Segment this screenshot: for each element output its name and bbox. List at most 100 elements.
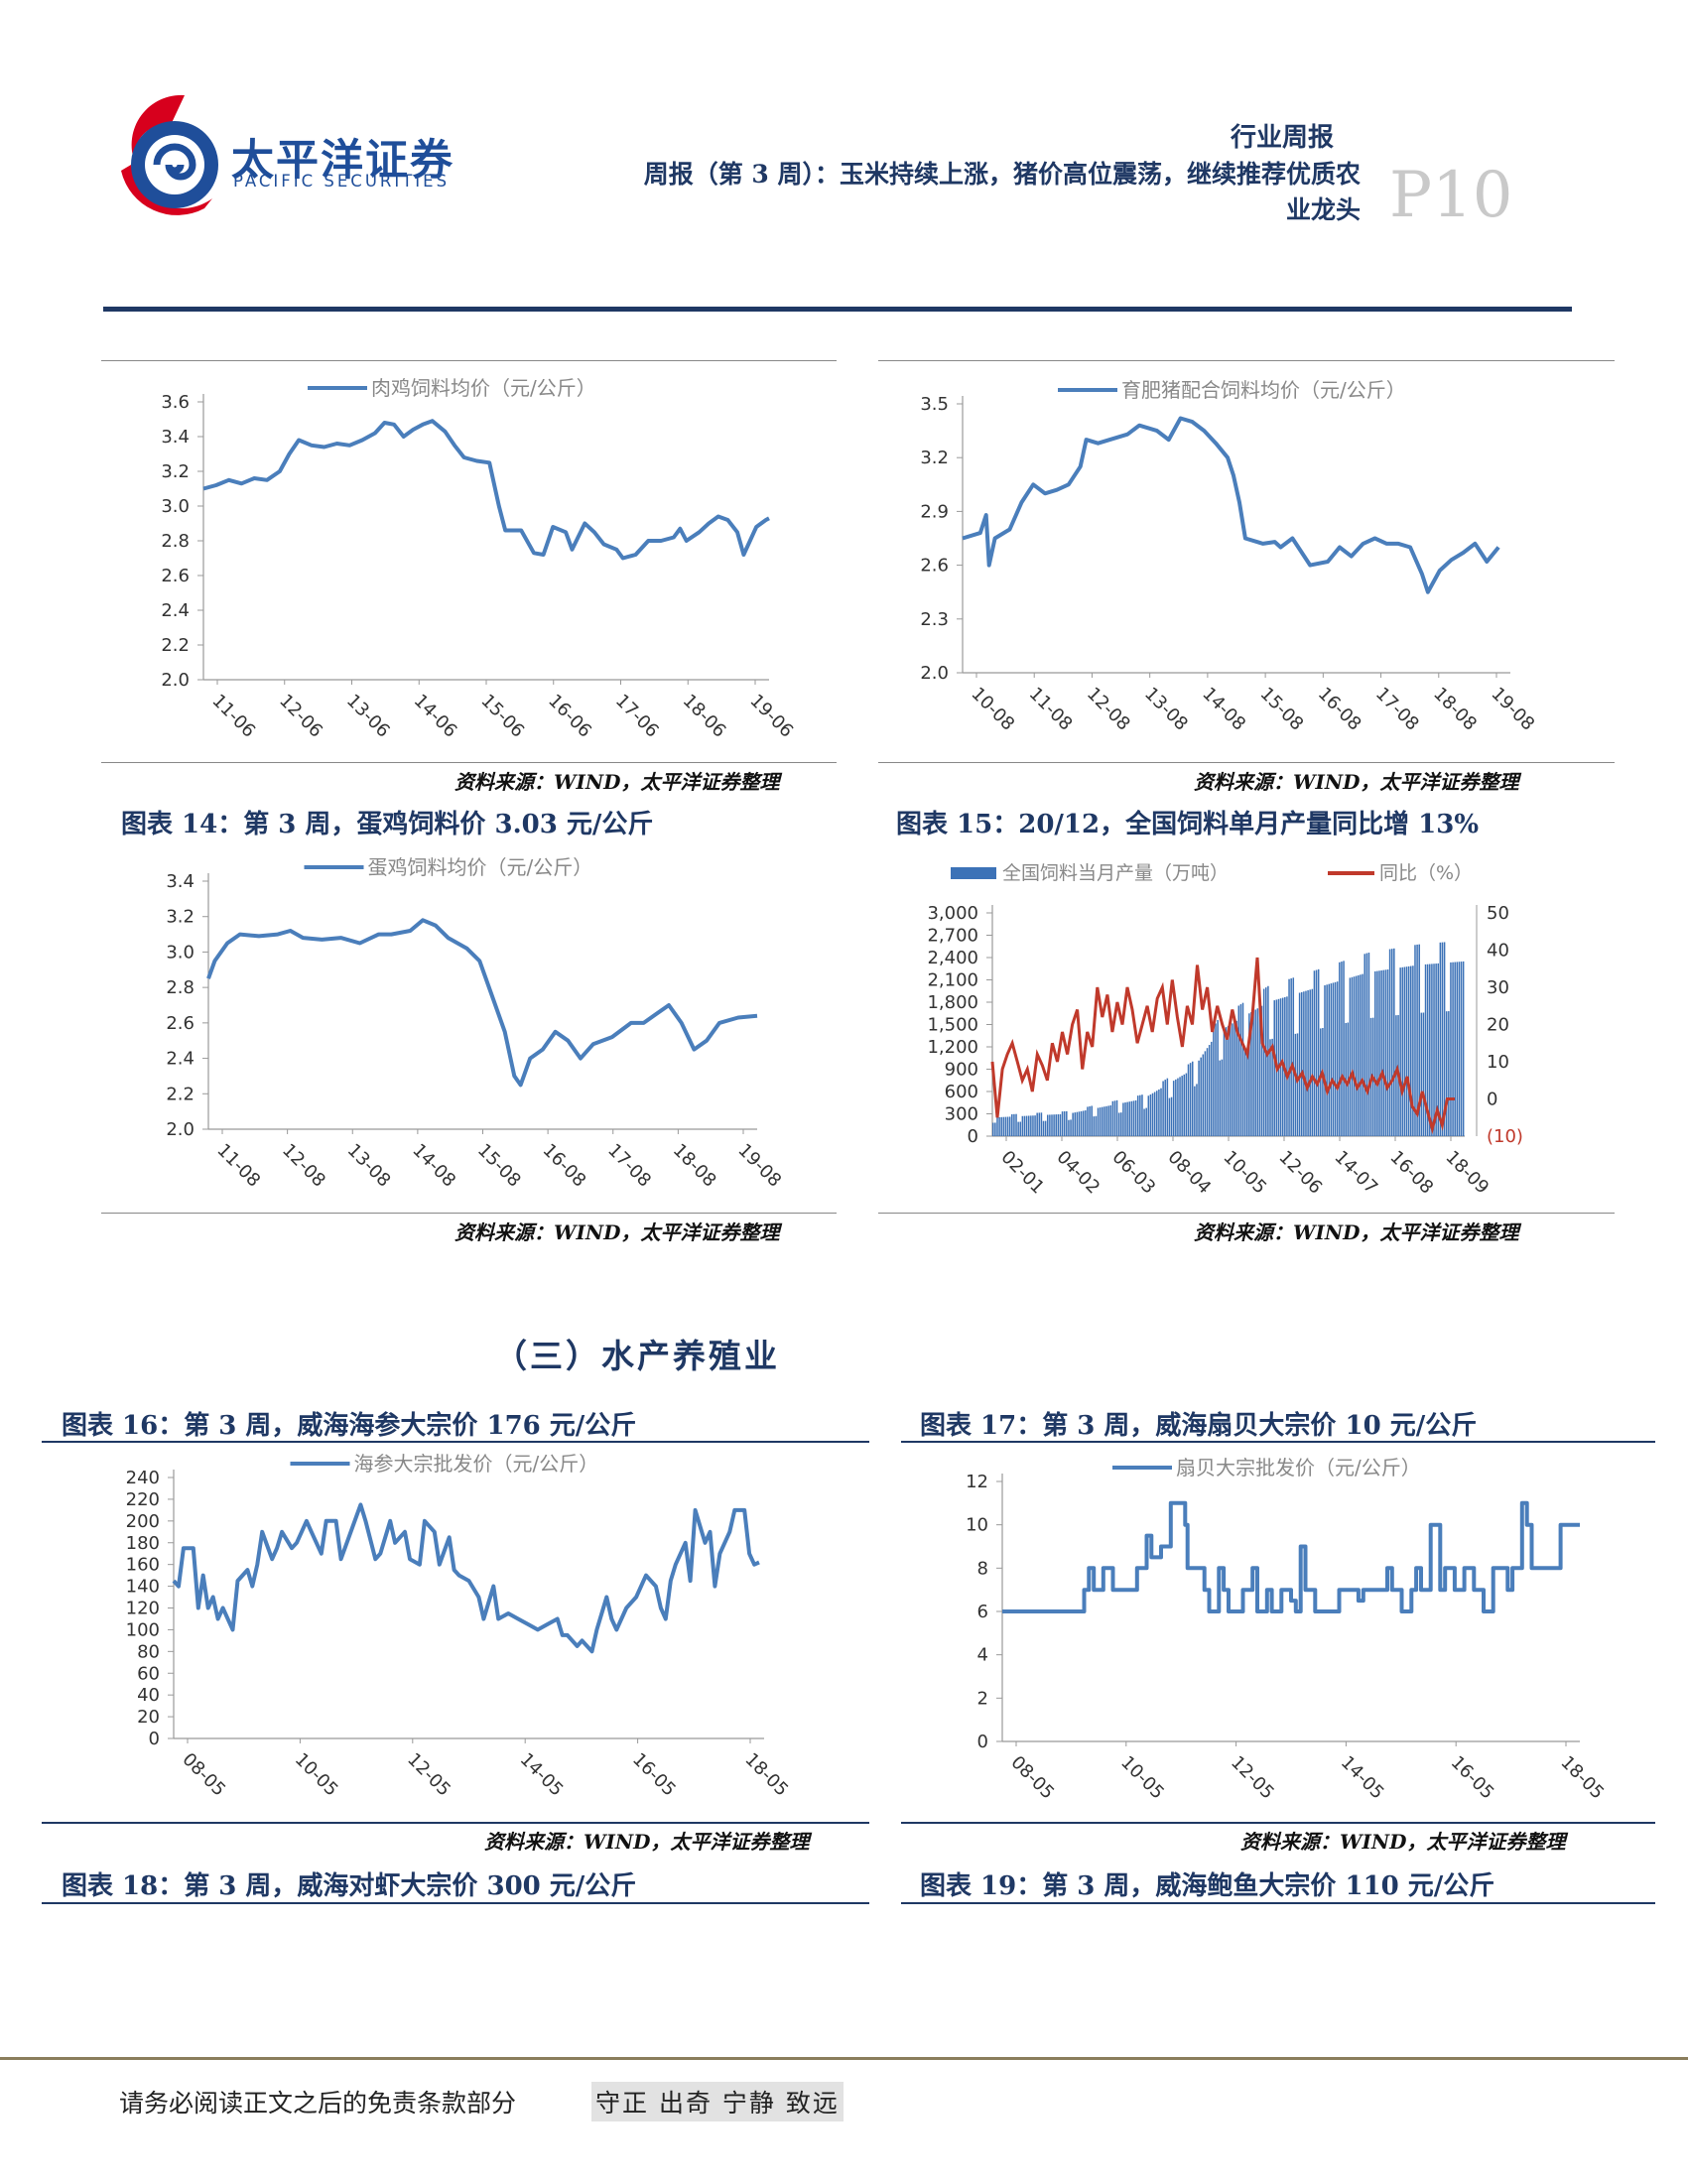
y-tick-label: 120: [126, 1599, 160, 1619]
feed-output-bar: [1435, 964, 1437, 1136]
y-tick-label: 1,200: [927, 1037, 978, 1058]
feed-output-bar: [1015, 1113, 1017, 1136]
y-tick-label: 2.0: [920, 663, 949, 684]
feed-output-bar: [1437, 963, 1440, 1136]
feed-output-bar: [1393, 948, 1395, 1136]
feed-output-bar: [1102, 1106, 1104, 1136]
y-right-tick-label: 0: [1487, 1090, 1497, 1110]
y-tick-label: 2.6: [920, 556, 949, 577]
chart-frame-bottom-rule: [101, 1213, 837, 1214]
feed-output-bar: [1345, 1022, 1347, 1136]
feed-output-bar: [992, 1122, 994, 1136]
feed-output-bar: [1225, 1027, 1228, 1136]
feed-output-bar: [1070, 1119, 1072, 1136]
feed-output-bar: [1223, 1028, 1226, 1136]
feed-output-bar: [1290, 978, 1292, 1136]
feed-output-bar: [998, 1116, 1000, 1136]
chart-frame-bottom-rule: [901, 1822, 1655, 1824]
page-number: P10: [1389, 159, 1513, 232]
feed-output-bar: [1042, 1120, 1045, 1136]
footer-motto: 守正 出奇 宁静 致远: [591, 2082, 844, 2121]
chart-frame-bottom-rule: [101, 762, 837, 763]
feed-output-bar: [1158, 1089, 1160, 1136]
y-tick-label: 0: [149, 1729, 160, 1749]
feed-output-bar: [1300, 991, 1303, 1136]
y-tick-label: 0: [968, 1126, 978, 1147]
feed-output-bar: [1025, 1115, 1028, 1136]
feed-output-bar: [1277, 998, 1280, 1136]
legend-label: 全国饲料当月产量（万吨）: [1002, 862, 1229, 884]
x-tick-label: 13-08: [343, 1140, 395, 1192]
feed-output-bar: [1420, 1012, 1423, 1136]
feed-output-bar: [1059, 1113, 1062, 1136]
feed-output-bar: [1124, 1102, 1126, 1136]
feed-output-bar: [1390, 949, 1393, 1136]
feed-output-bar: [1384, 969, 1387, 1136]
feed-output-bar: [1429, 964, 1431, 1136]
feed-output-bar: [1191, 1061, 1194, 1136]
feed-output-bar: [1198, 1060, 1200, 1136]
feed-output-bar: [1076, 1111, 1079, 1136]
feed-output-bar: [1172, 1081, 1175, 1136]
feed-output-bar: [1202, 1054, 1205, 1136]
report-title-line2: 业龙头: [1285, 195, 1361, 224]
chart-frame-top-rule: [878, 360, 1615, 361]
legend-label: 蛋鸡饲料均价（元/公斤）: [368, 855, 593, 879]
feed-output-bar: [1023, 1115, 1026, 1136]
company-logo-emblem: [121, 94, 218, 215]
feed-output-bar: [1153, 1092, 1156, 1136]
x-tick-label: 19-08: [1487, 684, 1538, 735]
feed-output-bar: [1355, 975, 1358, 1136]
feed-output-bar: [1254, 1009, 1256, 1136]
feed-output-bar: [1405, 966, 1408, 1136]
y-tick-label: 1,500: [927, 1015, 978, 1036]
x-tick-label: 14-05: [1337, 1752, 1388, 1804]
y-tick-label: 60: [137, 1663, 160, 1684]
feed-output-bar: [1113, 1100, 1116, 1136]
feed-output-bar: [1374, 970, 1376, 1136]
feed-output-bar: [1445, 1011, 1448, 1136]
x-tick-label: 12-08: [1083, 684, 1134, 735]
feed-output-bar: [1353, 976, 1356, 1136]
feed-output-bar: [1262, 988, 1265, 1136]
feed-output-bar: [1120, 1112, 1122, 1136]
x-tick-label: 16-05: [628, 1749, 680, 1801]
feed-output-bar: [1294, 1033, 1297, 1136]
x-tick-label: 12-06: [275, 691, 326, 742]
feed-output-bar: [1008, 1116, 1011, 1136]
caption-rule: [901, 1902, 1655, 1904]
feed-output-bar: [1288, 978, 1290, 1136]
feed-output-bar: [1431, 964, 1433, 1136]
figure-caption: 图表 16：第 3 周，威海海参大宗价 176 元/公斤: [62, 1411, 637, 1441]
feed-output-bar: [1034, 1115, 1036, 1136]
feed-output-bar: [1206, 1048, 1209, 1136]
feed-output-bar: [1281, 997, 1284, 1136]
y-tick-label: 2.4: [161, 600, 190, 621]
feed-output-bar: [1036, 1112, 1038, 1136]
price-series-line: [1002, 1500, 1580, 1613]
feed-output-bar: [1027, 1115, 1030, 1136]
y-tick-label: 2,100: [927, 970, 978, 991]
y-tick-label: 2.3: [920, 609, 949, 630]
feed-output-bar: [1066, 1110, 1068, 1136]
y-tick-label: 80: [137, 1641, 160, 1662]
feed-output-bar: [1053, 1114, 1055, 1136]
y-right-tick-label: 50: [1487, 903, 1509, 924]
caption-rule: [901, 1441, 1655, 1443]
caption-rule: [42, 1902, 869, 1904]
feed-output-bar: [1194, 1086, 1196, 1136]
feed-output-bar: [1040, 1112, 1043, 1136]
x-tick-label: 11-08: [212, 1140, 264, 1192]
feed-output-bar: [1166, 1078, 1169, 1136]
feed-output-bar: [1175, 1079, 1177, 1136]
feed-output-bar: [1334, 981, 1337, 1136]
feed-output-bar: [1245, 1048, 1248, 1136]
feed-output-bar: [1401, 966, 1404, 1136]
feed-output-bar: [1021, 1115, 1024, 1136]
y-tick-label: 3.2: [161, 461, 190, 482]
x-tick-label: 18-08: [669, 1140, 720, 1192]
feed-output-bar: [1424, 964, 1427, 1136]
x-tick-label: 19-08: [733, 1140, 785, 1192]
feed-output-bar: [1260, 1005, 1263, 1136]
y-tick-label: 3.2: [920, 448, 949, 468]
